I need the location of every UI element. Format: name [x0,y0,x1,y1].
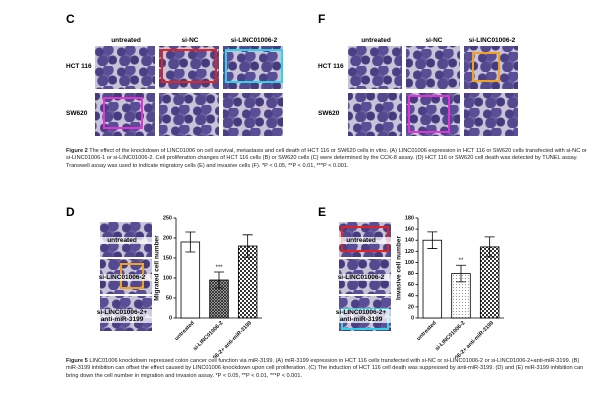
y-tick-label: 160 [405,227,414,233]
row-label: si-LINC01006-2 [92,274,152,281]
microscopy-image [159,46,219,89]
panel-label: D [66,205,75,219]
microscopy-image [348,46,402,89]
microscopy-image [95,93,155,136]
y-tick-label: 200 [163,235,172,241]
row-label: si-LINC01006-2 [331,274,391,281]
panel-label: E [318,205,327,219]
y-tick-label: 80 [408,271,414,277]
microscopy-image [95,46,155,89]
column-header: untreated [361,37,391,44]
bar [422,239,443,319]
y-tick-label: 140 [405,238,414,244]
column-header: si-LINC01006-2 [230,37,278,44]
row-label: untreated [331,237,391,244]
bar [180,241,201,319]
error-bar [185,231,196,253]
highlight-box [225,49,283,83]
error-bar [427,231,438,249]
y-axis-label: Migrated cell number [154,235,161,301]
microscopy-image [223,46,283,89]
figure-caption: Figure 2 The effect of the knockdown of … [66,148,588,170]
microscopy-image [223,93,283,136]
y-tick-label: 50 [166,295,172,301]
y-tick-label: 0 [411,315,414,321]
y-tick-label: 250 [163,215,172,221]
microscopy-image [464,93,518,136]
highlight-box [161,49,217,83]
y-tick-label: 60 [408,282,414,288]
microscopy-image [159,93,219,136]
highlight-box [472,52,500,82]
x-tick-label: si-LINC01006-2 [192,320,224,352]
significance-label: ** [459,258,464,264]
y-tick-label: 20 [408,304,414,310]
y-tick-label: 120 [405,249,414,255]
y-axis-label: Invasive cell number [396,236,403,300]
error-bar [484,236,495,258]
caption-title: Figure 2 [66,148,88,154]
bar-chart: Migrated cell number 0 50 100 150 200 250 untre… [154,215,262,358]
y-tick-label: 0 [169,315,172,321]
error-bar [214,271,224,289]
y-tick-label: 100 [163,275,172,281]
bar [479,246,500,319]
row-label: SW620 [318,110,340,117]
row-label: si-LINC01006-2+ anti-miR-3199 [92,309,152,323]
column-header: si-NC [181,37,199,44]
row-label: SW620 [66,110,88,117]
microscopy-image [406,46,460,89]
x-tick-label: untreated [174,320,196,342]
row-label: untreated [92,237,152,244]
y-tick-label: 40 [408,293,414,299]
column-header: si-LINC01006-2 [468,37,516,44]
error-bar [242,234,253,258]
column-header: si-NC [425,37,443,44]
significance-label: *** [215,265,223,271]
panel-label: C [66,12,75,26]
caption-text: LINC01006 knockdown repressed colon canc… [66,358,584,379]
y-tick-label: 150 [163,255,172,261]
y-tick-label: 100 [405,260,414,266]
row-label: HCT 116 [66,63,92,70]
row-label: si-LINC01006-2+ anti-miR-3199 [331,309,391,323]
y-tick-label: 180 [405,215,414,221]
microscopy-image [406,93,460,136]
panel-label: F [318,12,326,26]
figure-caption: Figure 5 LINC01006 knockdown repressed c… [66,358,588,380]
highlight-box [408,95,450,133]
x-tick-label: si-LINC01006-2 [434,320,466,352]
highlight-box [103,97,143,129]
bar-chart: Invasive cell number 0 20 40 60 80 100 120 140 16… [396,215,504,358]
microscopy-image [348,93,402,136]
microscopy-image [464,46,518,89]
caption-title: Figure 5 [66,358,88,364]
x-tick-label: untreated [416,320,438,342]
row-label: HCT 116 [318,63,344,70]
column-header: untreated [111,37,141,44]
error-bar [456,264,466,283]
caption-text: The effect of the knockdown of LINC01006… [66,148,587,169]
